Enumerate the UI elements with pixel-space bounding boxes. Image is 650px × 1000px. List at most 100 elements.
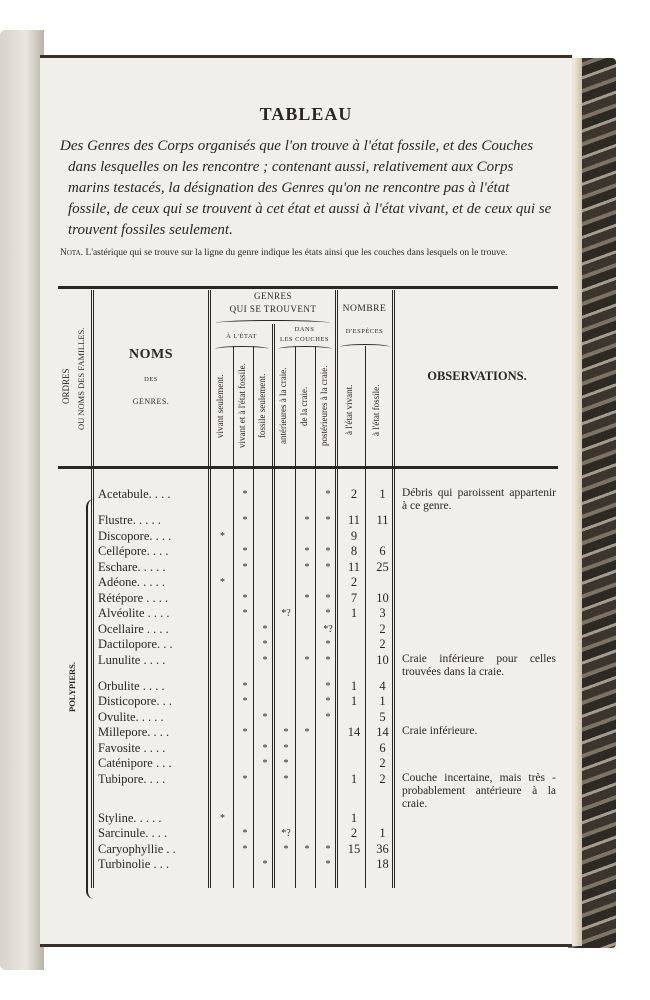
asterisk-mark — [210, 513, 235, 529]
asterisk-mark: * — [283, 773, 289, 785]
asterisk-mark — [297, 741, 317, 757]
asterisk-mark — [210, 653, 235, 679]
page-subtitle: Des Genres des Corps organisés que l'on … — [60, 138, 552, 238]
header-genres-title: GENRES — [253, 291, 292, 301]
table-row: Tubipore. . . . * * 1 2 Couche incertaine, ma… — [58, 772, 558, 811]
count-fossile: 10 — [376, 652, 389, 667]
nota-label: Nota. — [60, 248, 84, 258]
asterisk-mark — [297, 756, 317, 772]
genus-name: Caryophyllie . . — [98, 841, 176, 856]
asterisk-mark — [255, 544, 275, 560]
asterisk-mark — [255, 606, 275, 622]
count-fossile: 2 — [379, 621, 386, 636]
genus-name: Turbinolie . . . — [98, 857, 170, 871]
header-bottom-rule — [58, 466, 558, 469]
header-qui-se-trouvent: QUI SE TROUVENT — [229, 304, 317, 314]
asterisk-mark — [210, 741, 235, 757]
asterisk-mark — [210, 637, 235, 653]
header-col-vivant-count: à l'état vivant. — [344, 384, 354, 436]
asterisk-mark — [275, 857, 297, 873]
nota: Nota. L'astérique qui se trouve sur la l… — [60, 246, 550, 260]
brace-icon — [216, 320, 330, 326]
asterisk-mark: * — [220, 812, 225, 824]
brace-icon — [340, 344, 390, 350]
count-vivant: 1 — [350, 810, 358, 825]
count-vivant: 11 — [347, 513, 361, 527]
asterisk-mark — [210, 710, 235, 726]
asterisk-mark: *? — [323, 623, 333, 635]
table-row: Cellépore. . . . * * * 8 6 — [58, 544, 558, 560]
header-col-vivant-et-fossile: vivant et à l'état fossile. — [237, 363, 247, 449]
asterisk-mark — [255, 826, 275, 842]
table-body: Acetabule. . . . * * 2 1 Débris qui paroissen… — [58, 487, 558, 873]
observation — [396, 756, 556, 772]
asterisk-mark — [210, 857, 235, 873]
genus-name: Caténipore . . . — [98, 756, 172, 770]
asterisk-mark: * — [283, 727, 289, 738]
asterisk-mark: * — [283, 758, 289, 769]
observation — [396, 637, 556, 653]
header-ordres: ORDRES — [61, 368, 71, 404]
asterisk-mark — [210, 694, 235, 710]
observation — [396, 529, 556, 545]
asterisk-mark: * — [220, 577, 225, 588]
header-a-l-etat: À L'ÉTAT — [226, 333, 257, 340]
asterisk-mark: * — [242, 489, 248, 500]
asterisk-mark: * — [262, 742, 268, 754]
asterisk-mark: * — [242, 727, 248, 738]
asterisk-mark — [275, 544, 297, 560]
asterisk-mark — [317, 826, 339, 842]
asterisk-mark — [317, 772, 339, 811]
table-row: Discopore. . . . * 9 — [58, 529, 558, 545]
asterisk-mark — [210, 826, 235, 842]
brace-icon — [86, 499, 94, 899]
table-row: Ocellaire . . . . * *? 2 — [58, 622, 558, 638]
header-col-vivant-seulement: vivant seulement. — [215, 374, 225, 438]
genus-name: Tubipore. . . . — [98, 771, 166, 786]
genus-name: Cellépore. . . . — [98, 544, 169, 558]
genus-name: Favosite . . . . — [98, 740, 166, 755]
asterisk-mark — [235, 756, 255, 772]
table-row: Alvéolite . . . . * *? * 1 3 — [58, 606, 558, 622]
count-fossile — [369, 811, 396, 827]
header-observations: OBSERVATIONS. — [427, 369, 527, 383]
table-row: Millepore. . . . * * * 14 14 Craie inférieure. — [58, 725, 558, 741]
column-divider — [365, 346, 366, 888]
asterisk-mark — [317, 575, 339, 591]
asterisk-mark — [275, 529, 297, 545]
count-fossile: 25 — [376, 559, 389, 574]
nota-text: L'astérique qui se trouve sur la ligne d… — [85, 248, 508, 258]
observation — [396, 857, 556, 873]
asterisk-mark — [235, 637, 255, 653]
observation — [396, 560, 556, 576]
asterisk-mark — [210, 487, 235, 513]
asterisk-mark: * — [262, 711, 268, 723]
column-divider — [272, 324, 275, 888]
asterisk-mark — [275, 487, 297, 513]
genus-name: Discopore. . . . — [98, 528, 172, 543]
count-fossile: 2 — [379, 756, 386, 770]
asterisk-mark — [317, 741, 339, 757]
column-divider — [315, 346, 316, 888]
table-row: Eschare. . . . . * * * 11 25 — [58, 560, 558, 576]
asterisk-mark — [255, 811, 275, 827]
count-vivant — [339, 637, 369, 653]
asterisk-mark — [297, 826, 317, 842]
asterisk-mark — [297, 679, 317, 695]
table-row: Caryophyllie . . * * * * 15 36 — [58, 842, 558, 858]
header-col-fossile-seulement: fossile seulement. — [257, 373, 267, 439]
table-row: Caténipore . . . * * 2 — [58, 756, 558, 772]
asterisk-mark: * — [283, 742, 289, 754]
asterisk-mark — [210, 591, 235, 607]
count-fossile: 2 — [379, 637, 386, 651]
asterisk-mark: * — [242, 561, 248, 573]
asterisk-mark: * — [304, 561, 310, 573]
count-fossile: 18 — [376, 857, 389, 871]
brace-icon — [278, 346, 332, 352]
table-row: Acetabule. . . . * * 2 1 Débris qui paroissen… — [58, 487, 558, 513]
header-dans: DANS — [294, 326, 315, 333]
count-vivant: 1 — [350, 771, 358, 786]
asterisk-mark: * — [325, 515, 331, 526]
table-row: Dactilopore. . . * * 2 — [58, 637, 558, 653]
observation — [396, 622, 556, 638]
